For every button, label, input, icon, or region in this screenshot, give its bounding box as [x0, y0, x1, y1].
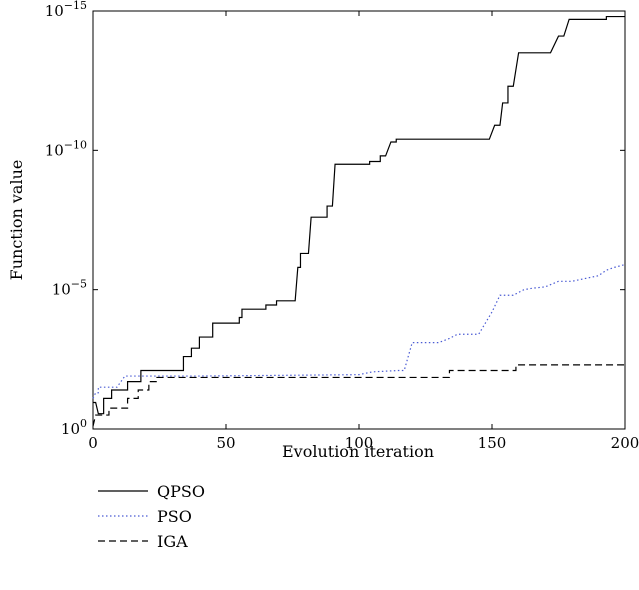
x-tick-label: 150 [478, 434, 507, 452]
legend-label-pso: PSO [157, 507, 192, 526]
y-tick-label: 10−5 [52, 278, 87, 299]
y-tick-label: 10−15 [45, 0, 87, 20]
legend: QPSO PSO IGA [98, 482, 205, 551]
y-tick-label: 100 [61, 417, 87, 438]
series-line-pso [92, 264, 626, 399]
x-tick-label: 100 [345, 434, 374, 452]
legend-label-qpso: QPSO [157, 482, 205, 501]
series-layer [92, 15, 626, 427]
x-tick-label: 200 [611, 434, 639, 452]
y-axis-title: Function value [7, 160, 26, 281]
series-line-iga [92, 364, 625, 427]
plot-frame [92, 10, 626, 430]
x-axis-title: Evolution iteration [282, 442, 434, 461]
series-line-qpso [93, 15, 625, 415]
legend-label-iga: IGA [157, 532, 188, 551]
tick-labels: 0 50 100 150 200 100 10−5 10−10 10−15 [45, 0, 639, 452]
y-tick-label: 10−10 [45, 138, 87, 159]
x-tick-label: 0 [88, 434, 98, 452]
axes [92, 10, 626, 430]
x-tick-label: 50 [216, 434, 235, 452]
